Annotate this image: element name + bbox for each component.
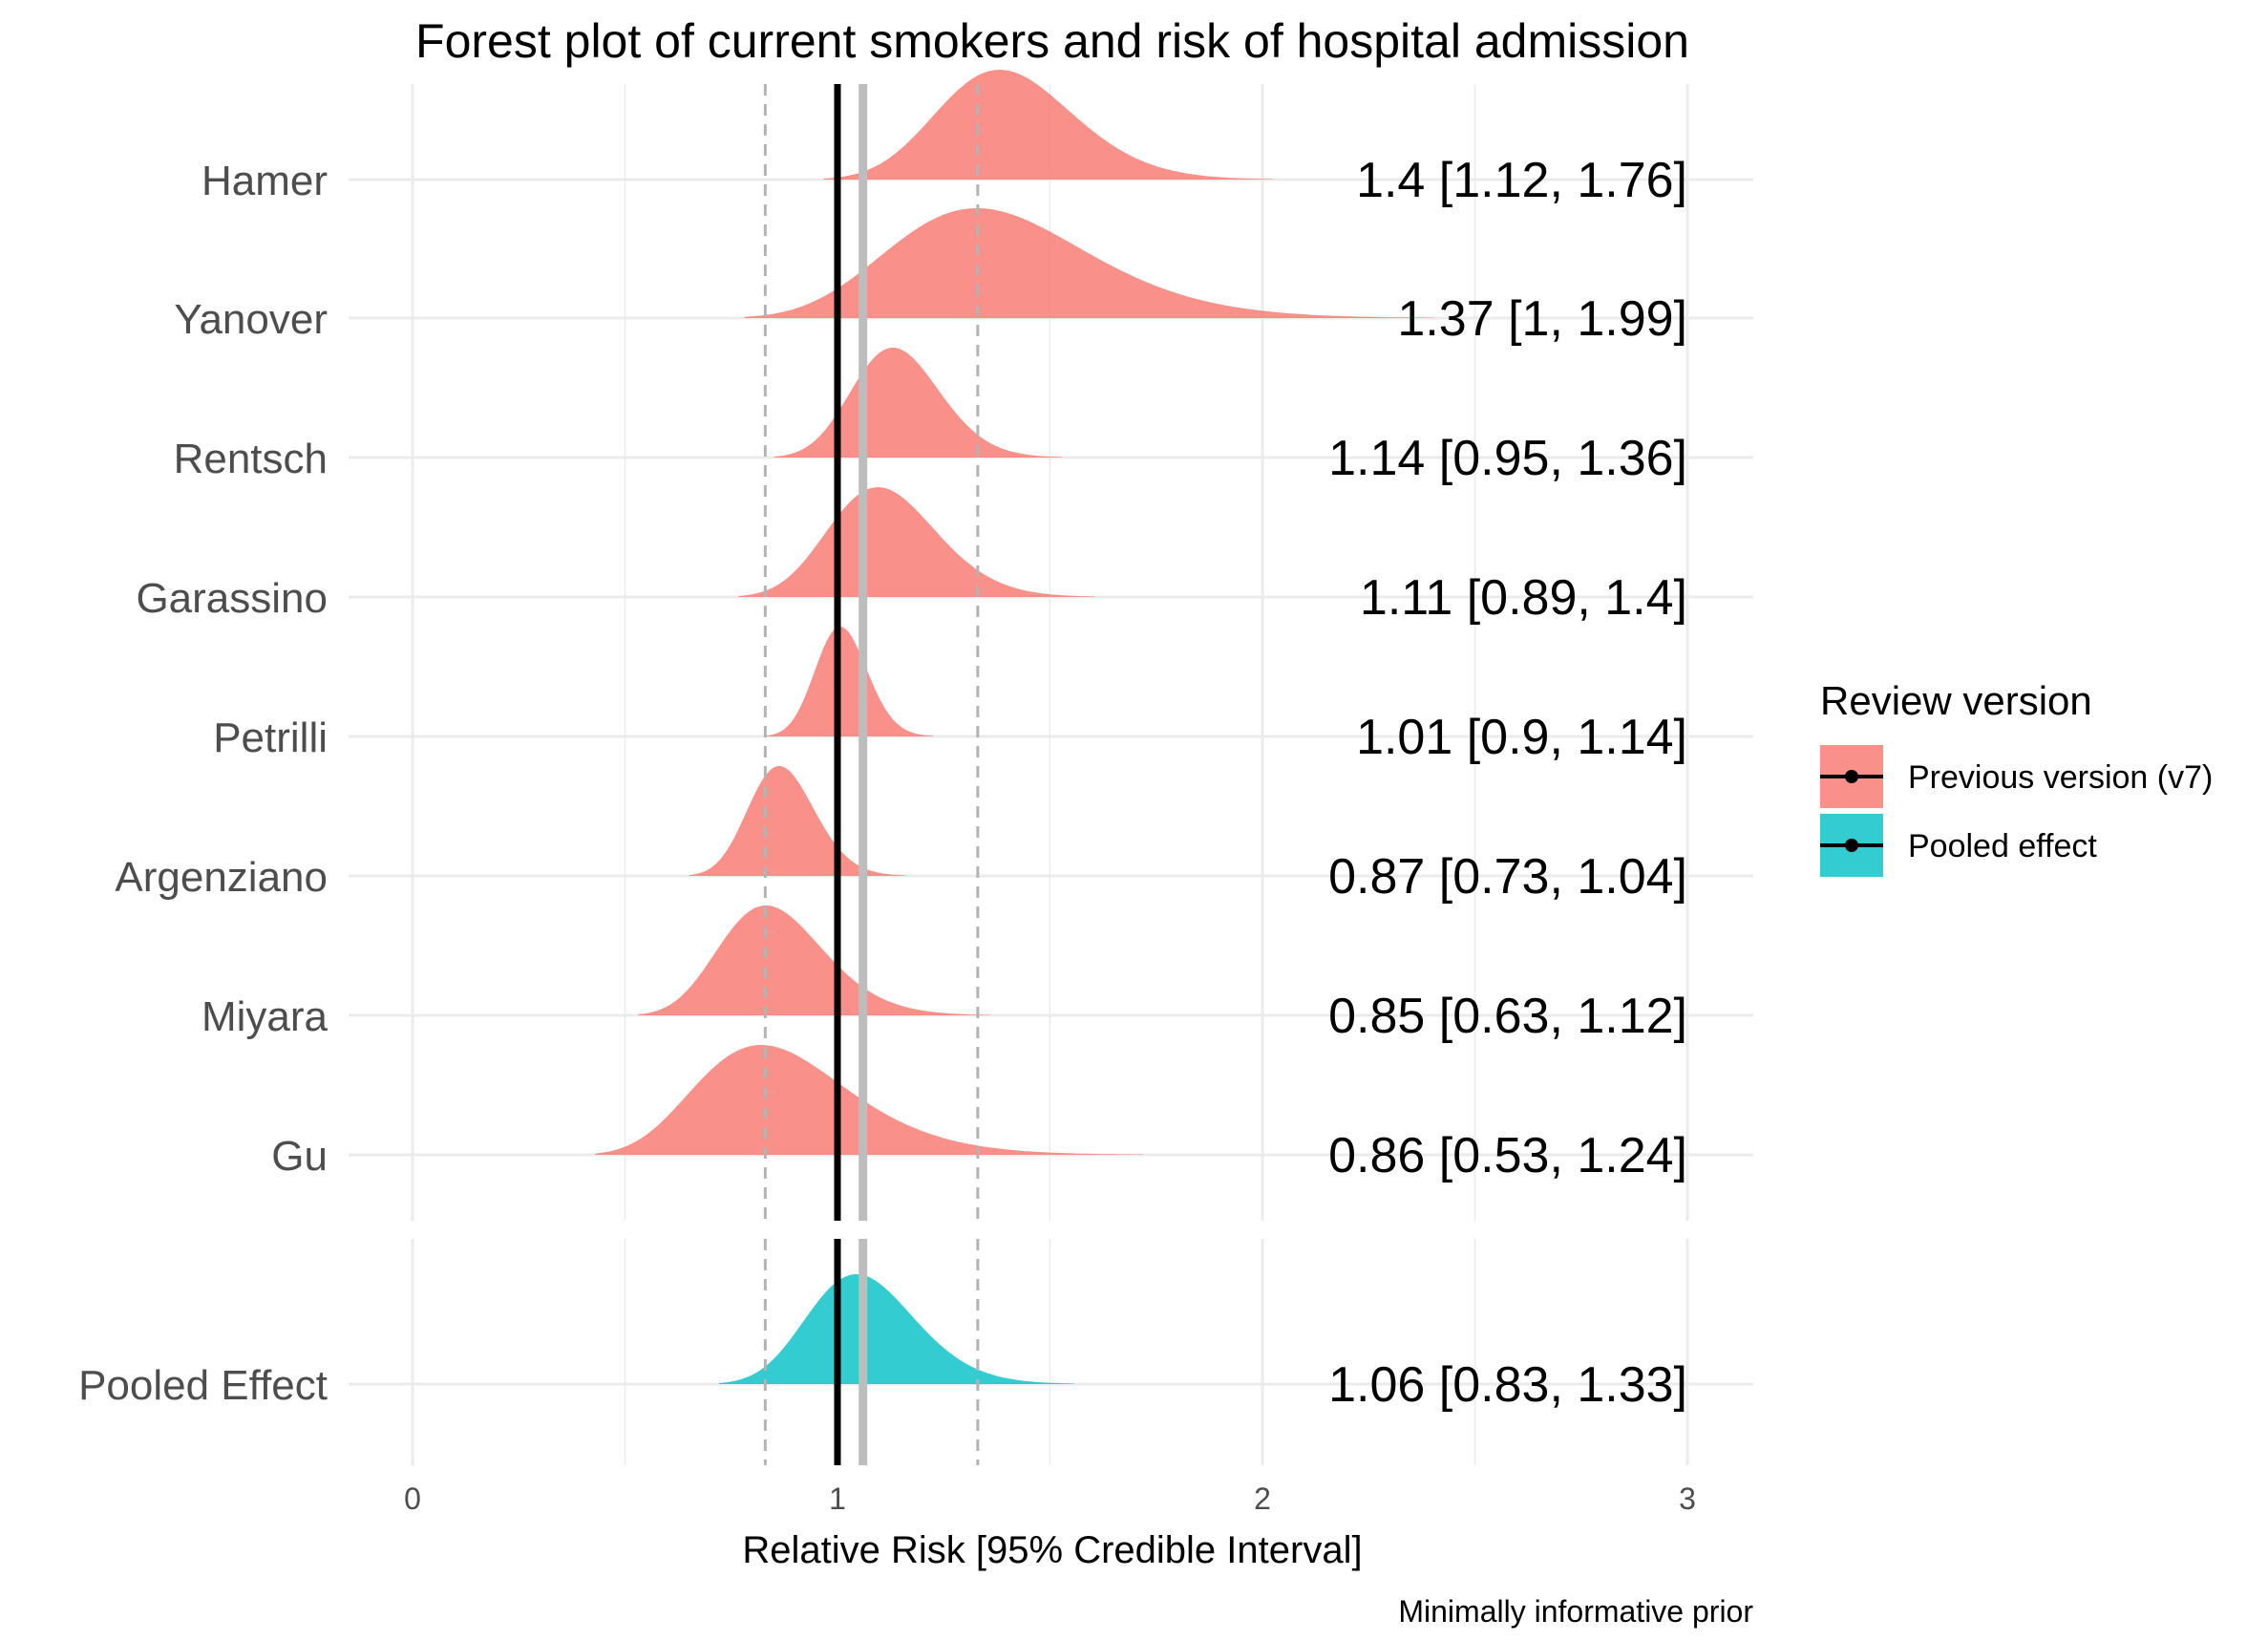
legend-point xyxy=(1845,839,1858,852)
reference-lines xyxy=(763,84,980,1465)
study-label: Petrilli xyxy=(213,714,328,761)
estimate-label: 1.06 [0.83, 1.33] xyxy=(1328,1357,1687,1413)
study-label: Miyara xyxy=(201,993,329,1040)
study-label: Yanover xyxy=(174,296,328,343)
density-yanover xyxy=(744,208,1434,318)
estimate-label: 1.37 [1, 1.99] xyxy=(1397,291,1687,347)
x-axis-ticks: 0 1 2 3 xyxy=(404,1481,1696,1516)
legend-point xyxy=(1845,770,1858,783)
estimate-label: 0.85 [0.63, 1.12] xyxy=(1328,989,1687,1044)
x-tick-label: 2 xyxy=(1254,1481,1271,1516)
estimate-label: 0.87 [0.73, 1.04] xyxy=(1328,849,1687,905)
x-axis-title: Relative Risk [95% Credible Interval] xyxy=(742,1529,1362,1571)
density-argenziano xyxy=(689,766,906,876)
x-tick-label: 1 xyxy=(829,1481,846,1516)
estimate-label: 0.86 [0.53, 1.24] xyxy=(1328,1128,1687,1183)
estimate-label: 1.01 [0.9, 1.14] xyxy=(1356,710,1687,765)
chart-title: Forest plot of current smokers and risk … xyxy=(415,14,1689,68)
density-pooled-effect xyxy=(719,1274,1075,1384)
x-tick-label: 3 xyxy=(1679,1481,1696,1516)
legend-title: Review version xyxy=(1820,678,2092,723)
study-label: Garassino xyxy=(136,575,328,622)
estimate-labels: 1.4 [1.12, 1.76] 1.37 [1, 1.99] 1.14 [0.95… xyxy=(1328,153,1687,1413)
study-label: Rentsch xyxy=(174,436,328,482)
density-hamer xyxy=(823,70,1273,180)
density-garassino xyxy=(738,487,1095,597)
legend: Review version Previous version (v7) Pool… xyxy=(1820,678,2213,877)
legend-key xyxy=(1820,814,1883,877)
density-miyara xyxy=(638,906,990,1015)
estimate-label: 1.4 [1.12, 1.76] xyxy=(1356,153,1687,208)
study-label: Pooled Effect xyxy=(78,1362,328,1409)
density-ridges xyxy=(595,70,1434,1384)
legend-key xyxy=(1820,745,1883,808)
study-label: Argenziano xyxy=(115,854,328,901)
study-labels: Hamer Yanover Rentsch Garassino Petrilli Arge… xyxy=(78,158,328,1409)
legend-label: Pooled effect xyxy=(1908,828,2097,864)
estimate-label: 1.14 [0.95, 1.36] xyxy=(1328,431,1687,486)
density-rentsch xyxy=(774,348,1062,458)
caption: Minimally informative prior xyxy=(1398,1594,1753,1629)
density-petrilli xyxy=(766,627,934,736)
x-tick-label: 0 xyxy=(404,1481,421,1516)
study-label: Hamer xyxy=(201,158,328,204)
legend-label: Previous version (v7) xyxy=(1908,759,2213,796)
estimate-label: 1.11 [0.89, 1.4] xyxy=(1360,570,1687,626)
density-gu xyxy=(595,1045,1144,1155)
study-label: Gu xyxy=(271,1133,328,1180)
